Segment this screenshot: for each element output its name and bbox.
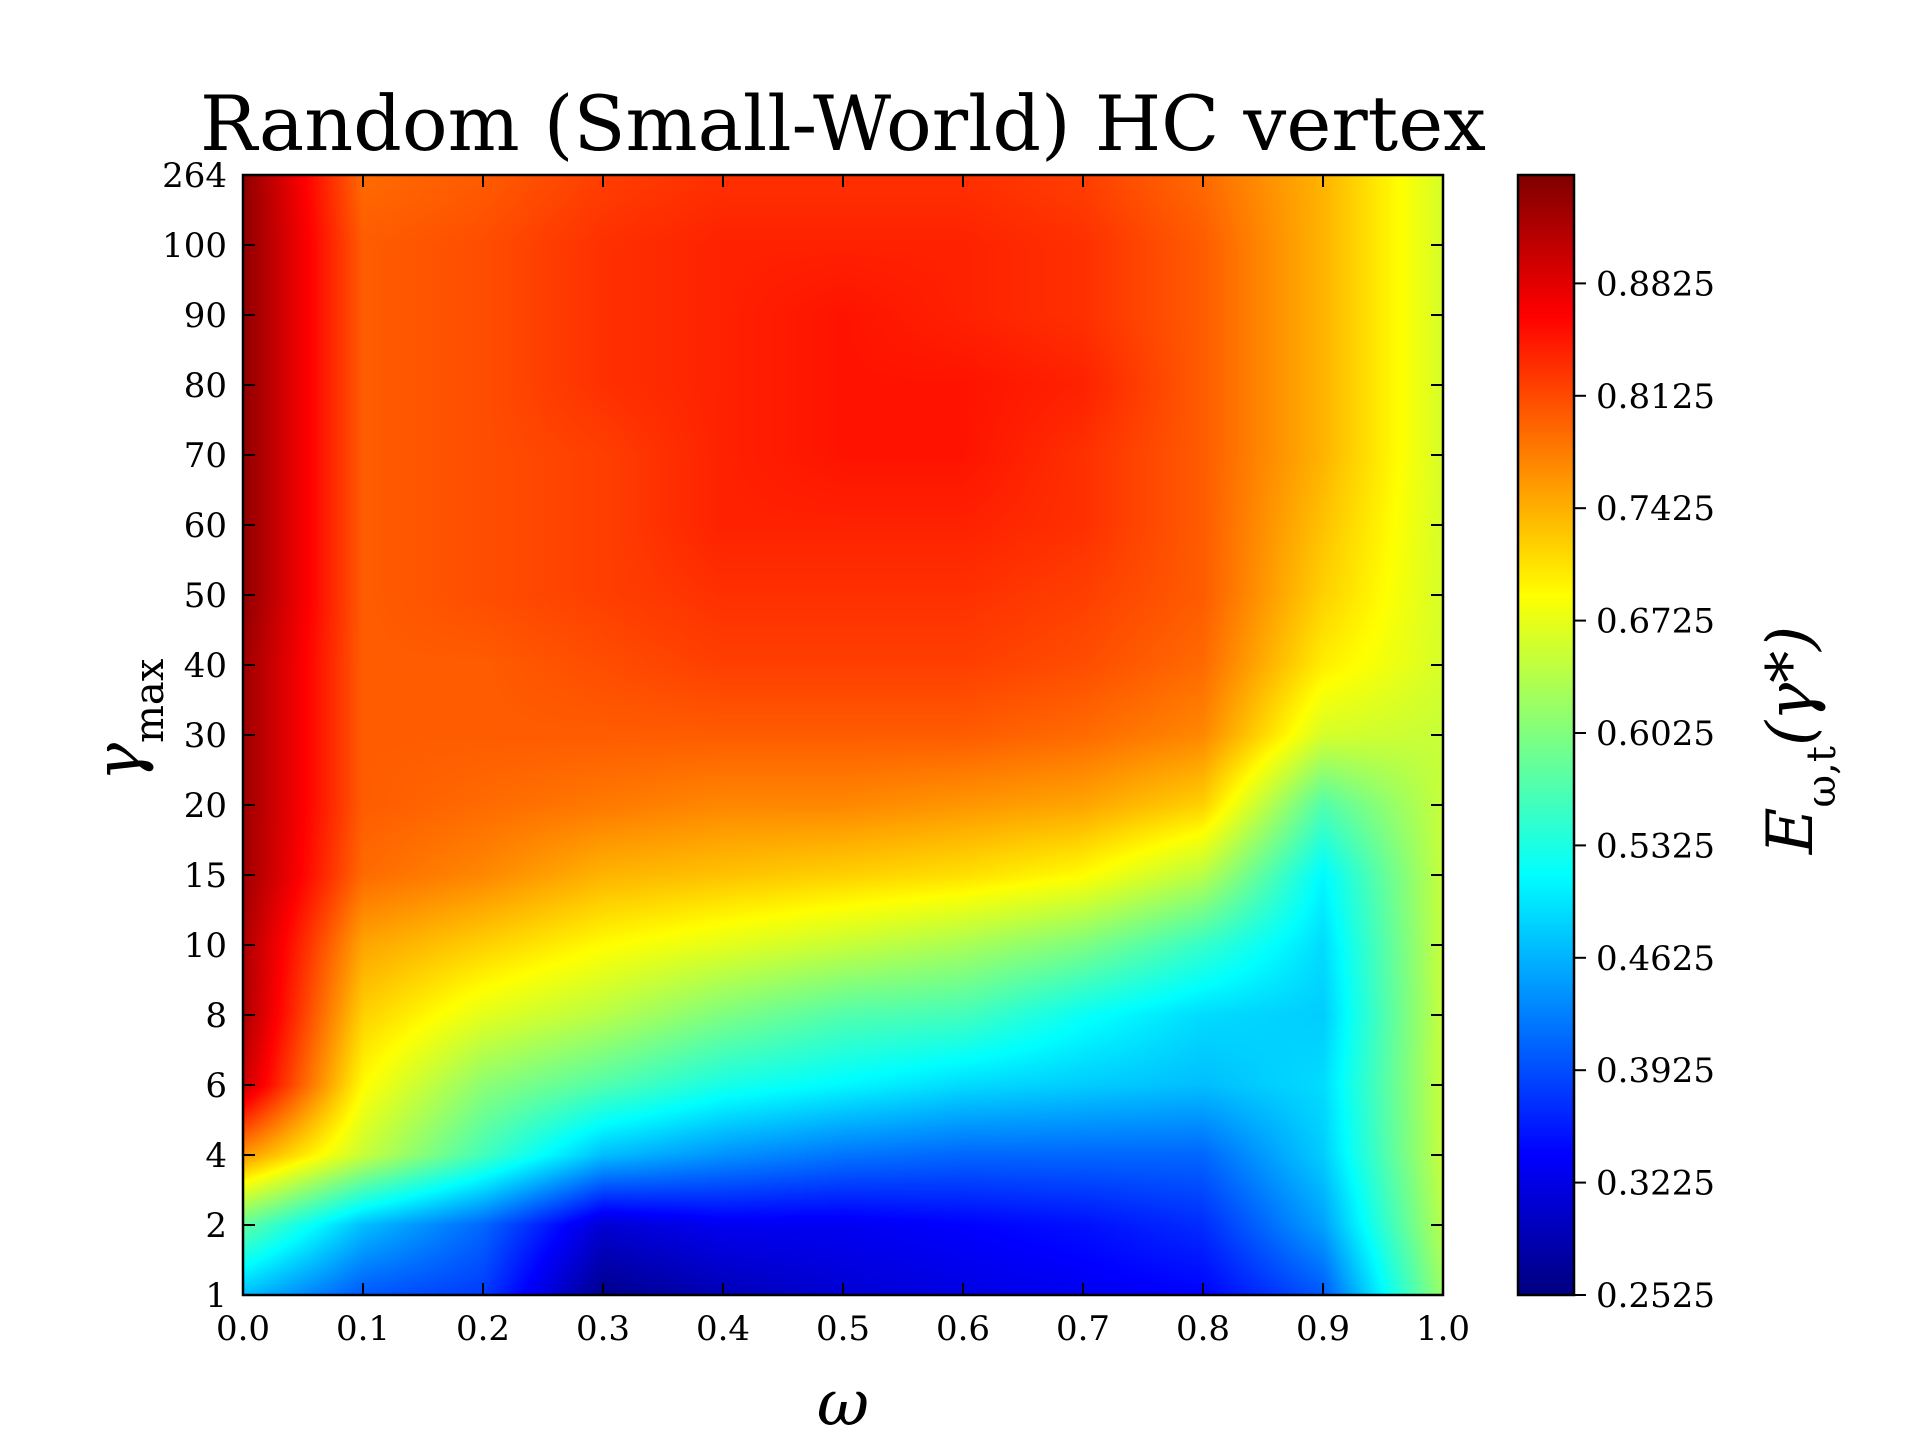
y-axis-label: γmax <box>82 658 173 781</box>
x-axis-label-main: ω <box>817 1367 869 1440</box>
x-tick-label: 0.6 <box>936 1309 990 1349</box>
y-tick-label: 20 <box>184 786 227 826</box>
colorbar-label-main: E <box>1754 807 1828 855</box>
x-tick-label: 0.2 <box>456 1309 510 1349</box>
x-tick-label: 0.3 <box>576 1309 630 1349</box>
colorbar-tick-label: 0.3925 <box>1596 1051 1715 1091</box>
y-tick-label: 10 <box>184 926 227 966</box>
colorbar-label: Eω,t(γ*) <box>1754 626 1845 855</box>
x-tick-label: 0.8 <box>1176 1309 1230 1349</box>
colorbar-tick-label: 0.5325 <box>1596 826 1715 866</box>
colorbar-gradient <box>1518 175 1574 1295</box>
y-tick-label: 264 <box>162 156 227 196</box>
colorbar-label-rest: (γ*) <box>1754 626 1828 746</box>
colorbar-tick-label: 0.8825 <box>1596 264 1715 304</box>
plot-area <box>241 173 1445 1297</box>
y-axis-label-main: γ <box>82 742 156 781</box>
x-tick-label: 1.0 <box>1416 1309 1470 1349</box>
y-tick-label: 15 <box>184 856 227 896</box>
x-tick-label: 0.4 <box>696 1309 750 1349</box>
x-tick-label: 0.9 <box>1296 1309 1350 1349</box>
x-tick-label: 0.1 <box>336 1309 390 1349</box>
y-tick-label: 60 <box>184 506 227 546</box>
y-tick-label: 100 <box>162 226 227 266</box>
y-tick-label: 8 <box>205 996 227 1036</box>
x-axis: 0.0 0.1 0.2 0.3 0.4 0.5 0.6 0.7 0.8 0.9 1.0 <box>216 175 1470 1349</box>
x-tick-label: 0.5 <box>816 1309 870 1349</box>
colorbar-tick-label: 0.8125 <box>1596 377 1715 417</box>
y-axis: 1 2 4 6 8 10 15 20 30 40 50 60 70 80 90 100 264 <box>162 156 1443 1316</box>
colorbar-tick-label: 0.4625 <box>1596 939 1715 979</box>
heatmap-image <box>243 175 1443 1295</box>
y-tick-label: 4 <box>205 1136 227 1176</box>
chart-title: Random (Small-World) HC vertex <box>200 79 1486 168</box>
colorbar-tick-label: 0.2525 <box>1596 1276 1715 1316</box>
colorbar-tick-label: 0.6725 <box>1596 602 1715 642</box>
colorbar-tick-label: 0.6025 <box>1596 714 1715 754</box>
x-tick-label: 0.7 <box>1056 1309 1110 1349</box>
x-tick-label: 0.0 <box>216 1309 270 1349</box>
y-axis-label-sub: max <box>127 658 173 743</box>
y-tick-label: 2 <box>205 1206 227 1246</box>
y-tick-label: 30 <box>184 716 227 756</box>
y-tick-label: 80 <box>184 366 227 406</box>
colorbar-label-sub: ω,t <box>1799 746 1845 807</box>
y-tick-label: 1 <box>205 1276 227 1316</box>
colorbar-tick-label: 0.7425 <box>1596 489 1715 529</box>
y-tick-label: 50 <box>184 576 227 616</box>
y-tick-label: 40 <box>184 646 227 686</box>
y-tick-label: 70 <box>184 436 227 476</box>
y-tick-label: 90 <box>184 296 227 336</box>
colorbar-tick-label: 0.3225 <box>1596 1164 1715 1204</box>
x-axis-label: ω <box>817 1367 869 1440</box>
colorbar-frame <box>1516 173 1576 1297</box>
colorbar: 0.2525 0.3225 0.3925 0.4625 0.5325 0.6025 0.67… <box>1516 173 1715 1316</box>
y-tick-label: 6 <box>205 1066 227 1106</box>
